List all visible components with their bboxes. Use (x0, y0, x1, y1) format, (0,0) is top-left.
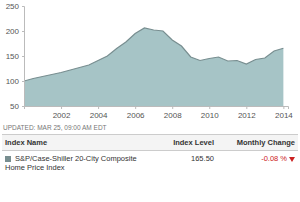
cell-text: 165.50 (191, 154, 214, 163)
x-tick-label: 2002 (53, 111, 71, 120)
y-tick: 100 (6, 77, 24, 86)
y-axis: 50 100 150 200 250 (6, 2, 25, 111)
y-tick-label: 150 (6, 52, 20, 61)
x-tick-label: 2010 (201, 111, 219, 120)
cell: -0.08 % (217, 151, 298, 176)
x-tick-mark (61, 106, 62, 109)
x-axis: 2002 2004 2006 2008 2010 2012 2014 (25, 106, 294, 120)
down-arrow (289, 157, 295, 162)
updated-note: UPDATED: MAR 25, 09:00 AM EDT (0, 122, 300, 134)
y-tick-mark (22, 31, 24, 32)
header-cell: Index Level (158, 135, 217, 151)
y-axis-line (22, 7, 25, 107)
header-cell: Monthly Change (217, 135, 298, 151)
x-tick-mark (98, 106, 99, 109)
cell-text: -0.08 % (261, 154, 287, 163)
chart: 2002200420062008201020122014501001502002… (0, 0, 300, 122)
cell: 165.50 (158, 151, 217, 176)
x-axis-line (25, 107, 289, 110)
y-tick: 50 (10, 102, 24, 111)
y-tick-label: 100 (6, 77, 20, 86)
line (24, 28, 283, 81)
x-tick: 2008 (164, 106, 182, 120)
cell: S&P/Case-Shiller 20-City Composite Home … (2, 151, 158, 176)
x-tick: 2014 (275, 106, 293, 120)
cell-text: S&P/Case-Shiller 20-City Composite Home … (5, 154, 137, 172)
x-tick-label: 2012 (238, 111, 256, 120)
y-tick-label: 250 (6, 2, 20, 11)
index-table: Index NameIndex LevelMonthly Change S&P/C… (2, 134, 298, 175)
y-tick-mark (22, 81, 24, 82)
y-tick-mark (22, 6, 24, 7)
x-tick: 2012 (238, 106, 256, 120)
data-row: S&P/Case-Shiller 20-City Composite Home … (2, 151, 298, 176)
x-tick: 2002 (53, 106, 71, 120)
x-tick: 2006 (127, 106, 145, 120)
x-tick-label: 2014 (275, 111, 293, 120)
x-tick-label: 2006 (127, 111, 145, 120)
x-tick: 2010 (201, 106, 219, 120)
x-tick-label: 2008 (164, 111, 182, 120)
x-tick-mark (135, 106, 136, 109)
y-tick: 150 (6, 52, 24, 61)
y-tick-label: 200 (6, 27, 20, 36)
header-row: Index NameIndex LevelMonthly Change (2, 135, 298, 151)
x-tick-mark (283, 106, 284, 109)
y-tick-mark (22, 106, 24, 107)
y-tick: 200 (6, 27, 24, 36)
plot (24, 28, 283, 106)
x-tick: 2004 (90, 106, 108, 120)
x-tick-mark (246, 106, 247, 109)
y-tick: 250 (6, 2, 24, 11)
x-tick-mark (209, 106, 210, 109)
x-tick-label: 2004 (90, 111, 108, 120)
x-tick-mark (172, 106, 173, 109)
y-tick-label: 50 (10, 102, 19, 111)
area (24, 28, 283, 106)
header-cell: Index Name (2, 135, 158, 151)
y-tick-mark (22, 56, 24, 57)
series-swatch (5, 156, 11, 162)
